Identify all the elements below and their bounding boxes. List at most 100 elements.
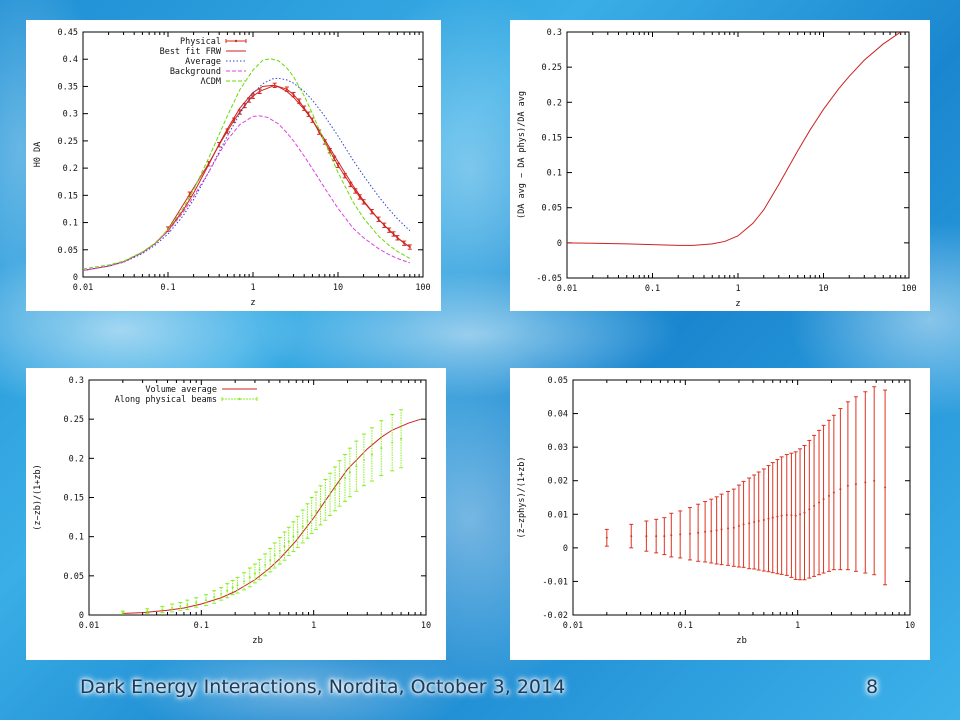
chart0-x-tick-label: 1 [250, 283, 255, 293]
chart3-y-tick-label: 0.03 [548, 443, 568, 453]
chart3-series-0-point [827, 494, 830, 497]
chart0-series-0-point [333, 157, 336, 160]
chart2-series-1-point [329, 493, 332, 496]
chart0-y-tick-label: 0.25 [58, 137, 78, 147]
chart0-x-tick-label: 0.1 [160, 283, 175, 293]
chart3-series-0-point [704, 530, 707, 533]
chart3-series-0-point [854, 483, 857, 486]
chart2-series-1-point [264, 563, 267, 566]
chart2-y-tick-label: 0.1 [69, 533, 84, 543]
chart0-x-tick-label: 0.01 [73, 283, 93, 293]
chart3-series-0-point [780, 514, 783, 517]
chart3-x-tick-label: 0.01 [563, 621, 583, 631]
chart3-y-tick-label: 0.05 [548, 376, 568, 386]
chart2-series-1-point [400, 437, 403, 440]
chart3-series-0-point [790, 514, 793, 517]
chart3-series-0-point [776, 515, 779, 518]
chart2-series-1-point [121, 611, 124, 614]
chart1-y-axis-label: (DA avg − DA phys)/DA avg [517, 91, 527, 219]
chart0-y-tick-label: 0.35 [58, 82, 78, 92]
chart2-y-tick-label: 0.25 [64, 415, 84, 425]
chart0-series-4-line [83, 58, 411, 270]
footer-title: Dark Energy Interactions, Nordita, Octob… [80, 676, 566, 698]
chart2-series-1-point [195, 601, 198, 604]
chart3-series-0-point [785, 513, 788, 516]
chart3-series-0-point [645, 535, 648, 538]
chart1-y-tick-label: 0.15 [542, 133, 562, 143]
chart2-series-1-point [179, 605, 182, 608]
chart0-series-0-point [349, 183, 352, 186]
chart0-legend-swatch-point [234, 39, 238, 43]
chart0-y-axis-label: H0 DA [33, 142, 43, 168]
chart2-series-1-point [319, 504, 322, 507]
chart2-plot-frame [88, 379, 427, 616]
chart1-x-tick-label: 10 [818, 284, 828, 294]
chart0-series-1-line [83, 84, 411, 271]
chart3-series-0-point [799, 513, 802, 516]
chart1-y-tick-label: -0.05 [536, 274, 562, 284]
chart2-series-1-point [315, 509, 318, 512]
chart3-series-0-point [670, 534, 673, 537]
chart2-series-1-point [146, 610, 149, 613]
chart-redshift-shift-svg: 0.01 0.1 1 10 0 0.05 0.1 0.15 0.2 0.25 0.3 zb (z−zb)… [33, 376, 431, 646]
chart2-x-tick-label: 0.01 [79, 621, 99, 631]
chart3-series-0-point [771, 516, 774, 519]
chart3-series-0-point [822, 498, 825, 501]
chart0-x-axis-label: z [250, 298, 255, 308]
chart3-series-0-point [748, 522, 751, 525]
chart-redshift-dispersion: 0.01 0.1 1 10 -0.02 -0.01 0 0.01 0.02 0.03 0.04 0.0… [510, 368, 930, 660]
chart3-y-tick-label: 0.02 [548, 477, 568, 487]
chart2-series-1-point [348, 471, 351, 474]
chart0-x-tick-label: 10 [333, 283, 343, 293]
chart2-series-1-point [310, 514, 313, 517]
chart2-series-1-point [292, 535, 295, 538]
chart3-x-axis-label: zb [736, 636, 747, 646]
chart0-series-0-point [328, 149, 331, 152]
chart3-series-0-point [732, 526, 735, 529]
chart3-series-0-point [679, 533, 682, 536]
chart0-legend-label: Background [170, 67, 221, 77]
chart0-plot-frame [82, 31, 424, 278]
chart0-series-0-point [285, 88, 288, 91]
chart2-x-tick-label: 1 [311, 621, 316, 631]
chart2-series-1-point [186, 603, 189, 606]
chart-redshift-shift: 0.01 0.1 1 10 0 0.05 0.1 0.15 0.2 0.25 0.3 zb (z−zb)… [26, 368, 446, 660]
chart0-y-tick-label: 0.15 [58, 191, 78, 201]
chart2-series-1-point [213, 595, 216, 598]
chart3-series-0-point [655, 535, 658, 538]
chart2-series-1-point [278, 549, 281, 552]
chart2-series-1-point [248, 576, 251, 579]
chart1-plot-frame [566, 31, 910, 279]
chart3-series-0-point [720, 528, 723, 531]
chart2-series-1-point [334, 487, 337, 490]
chart3-series-0-point [794, 514, 797, 517]
chart2-legend-label: Volume average [145, 385, 217, 395]
chart2-series-1-point [324, 498, 327, 501]
chart1-x-tick-label: 1 [735, 284, 740, 294]
chart3-y-tick-label: 0.01 [548, 510, 568, 520]
chart0-y-tick-label: 0.05 [58, 246, 78, 256]
chart3-series-0-point [762, 518, 765, 521]
chart2-series-1-point [231, 586, 234, 589]
chart0-series-0-point [238, 111, 241, 114]
chart0-y-tick-label: 0.1 [63, 219, 78, 229]
chart2-x-tick-label: 10 [421, 621, 431, 631]
chart-redshift-dispersion-svg: 0.01 0.1 1 10 -0.02 -0.01 0 0.01 0.02 0.03 0.04 0.0… [517, 376, 915, 646]
chart2-series-1-point [171, 606, 174, 609]
chart3-series-0-point [839, 488, 842, 491]
chart0-series-0-point [252, 95, 254, 98]
chart2-legend-swatch-point [238, 397, 241, 401]
chart2-series-1-point [370, 453, 373, 456]
chart0-series-0-point [233, 119, 236, 122]
chart3-series-group [604, 386, 888, 586]
chart2-series-1-point [258, 568, 261, 571]
chart3-series-0-point [737, 525, 740, 528]
chart2-y-tick-label: 0.2 [69, 454, 84, 464]
chart3-series-0-point [808, 508, 811, 511]
chart3-series-0-point [832, 491, 835, 494]
chart2-series-1-point [355, 465, 358, 468]
chart3-series-0-point [688, 532, 691, 535]
chart2-series-1-point [269, 559, 272, 562]
chart2-y-tick-label: 0.05 [64, 572, 84, 582]
chart1-y-tick-label: 0.25 [542, 63, 562, 73]
